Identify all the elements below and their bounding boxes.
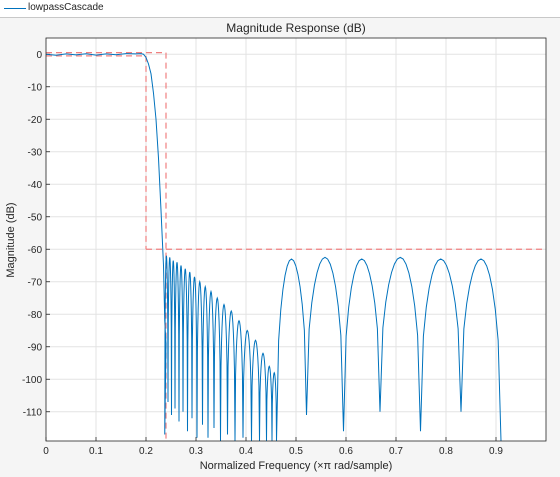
x-tick-label: 0.7 [389, 446, 403, 457]
series-line-lowpasscascade [45, 53, 502, 442]
legend-line-swatch [4, 8, 26, 9]
y-tick-label: -20 [28, 115, 43, 126]
x-tick-label: 0.4 [239, 446, 253, 457]
y-tick-label: -80 [28, 310, 43, 321]
x-axis-ticks: 0 0.1 0.2 0.3 0.4 0.5 0.6 0.7 0.8 0.9 [43, 437, 503, 457]
y-tick-label: -10 [28, 82, 43, 93]
x-tick-label: 0.5 [289, 446, 303, 457]
legend[interactable]: lowpassCascade [0, 0, 560, 18]
y-tick-label: -70 [28, 277, 43, 288]
x-tick-label: 0.2 [139, 446, 153, 457]
legend-label: lowpassCascade [28, 2, 104, 13]
chart-title: Magnitude Response (dB) [226, 21, 365, 35]
y-tick-label: -110 [23, 407, 43, 418]
y-tick-label: 0 [36, 50, 42, 61]
x-tick-label: 0.8 [439, 446, 453, 457]
y-tick-label: -60 [28, 245, 43, 256]
x-tick-label: 0.3 [189, 446, 203, 457]
plot-border [45, 37, 547, 442]
x-tick-label: 0.1 [89, 446, 103, 457]
y-tick-label: -100 [22, 375, 42, 386]
y-tick-label: -30 [28, 147, 43, 158]
y-tick-label: -90 [28, 342, 43, 353]
grid [45, 38, 546, 441]
y-axis-label: Magnitude (dB) [5, 202, 17, 277]
x-axis-label: Normalized Frequency (×π rad/sample) [200, 460, 393, 472]
y-tick-label: -50 [28, 212, 43, 223]
response-curve [45, 53, 502, 442]
y-axis-ticks: 0 -10 -20 -30 -40 -50 -60 -70 -80 -90 -100 -110 [22, 50, 50, 418]
x-tick-label: 0.9 [489, 446, 503, 457]
x-tick-label: 0.6 [339, 446, 353, 457]
y-tick-label: -40 [28, 180, 43, 191]
x-tick-label: 0 [43, 446, 49, 457]
